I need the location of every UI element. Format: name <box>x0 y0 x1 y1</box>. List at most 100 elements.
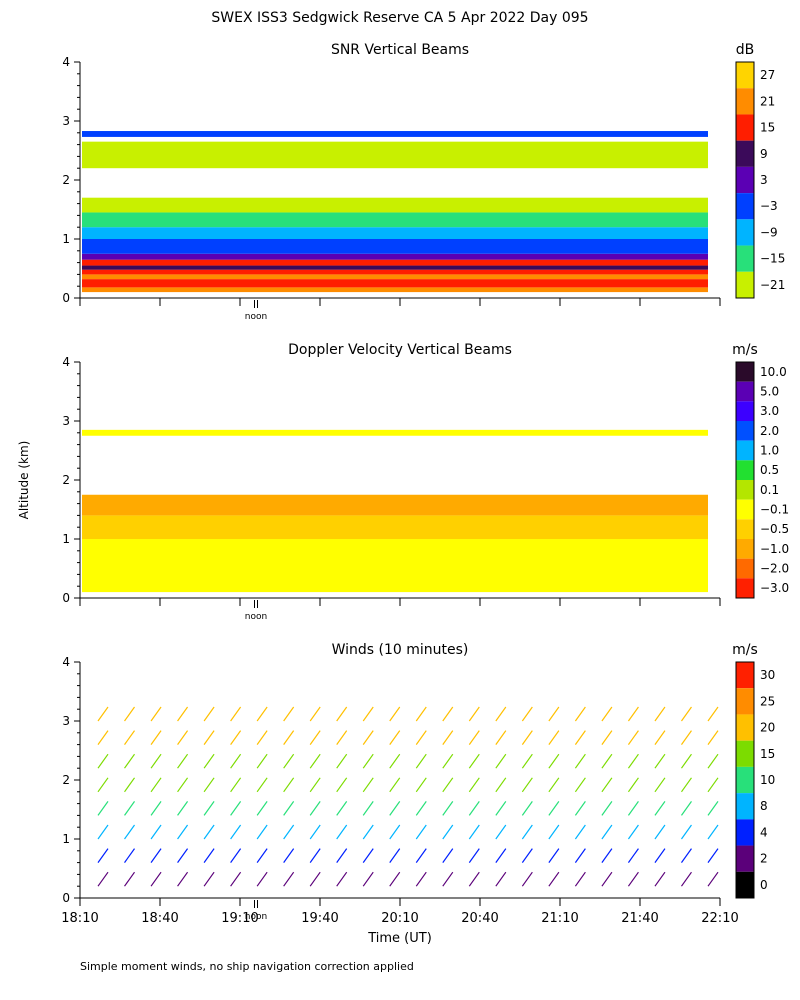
colorbar-swatch <box>736 219 754 246</box>
noon-label: noon <box>245 312 267 322</box>
panels: SNR Vertical Beams dB01234noon27211593−3−… <box>61 42 789 926</box>
wind-barb <box>654 730 666 745</box>
wind-barb <box>336 824 348 840</box>
colorbar-swatch <box>736 558 754 579</box>
wind-barb <box>680 801 692 816</box>
wind-barb <box>415 801 427 816</box>
y-tick-label: 0 <box>62 291 70 305</box>
y-tick-label: 3 <box>62 414 70 428</box>
colorbar-label: 27 <box>760 68 775 82</box>
wind-barb <box>654 706 666 722</box>
wind-barb <box>362 848 374 863</box>
wind-barb <box>362 753 374 769</box>
wind-barb <box>203 706 215 722</box>
wind-barb <box>680 730 692 745</box>
wind-barb <box>177 801 189 816</box>
wind-barb <box>230 777 242 793</box>
wind-barb <box>230 824 242 840</box>
footnote: Simple moment winds, no ship navigation … <box>80 960 414 973</box>
wind-barb <box>548 730 560 745</box>
heatmap-layer <box>82 274 708 280</box>
wind-barb <box>362 730 374 745</box>
heatmap-layer <box>82 141 708 169</box>
y-tick-label: 4 <box>62 655 70 669</box>
wind-barb <box>150 848 162 863</box>
colorbar-label: 25 <box>760 694 775 708</box>
wind-barb <box>654 801 666 816</box>
colorbar-swatch <box>736 460 754 480</box>
wind-barb <box>680 824 692 840</box>
wind-barb <box>654 871 666 887</box>
wind-barb <box>336 801 348 816</box>
y-tick-label: 4 <box>62 355 70 369</box>
wind-barb <box>124 801 136 816</box>
wind-barb <box>256 730 268 745</box>
wind-barb <box>256 753 268 769</box>
wind-barb <box>230 730 242 745</box>
wind-barb <box>707 753 719 769</box>
wind-barb <box>203 871 215 887</box>
wind-barb <box>177 777 189 793</box>
colorbar-swatch <box>736 421 754 441</box>
wind-barb <box>548 777 560 793</box>
panel-title: SNR Vertical Beams <box>331 42 469 58</box>
wind-barb <box>362 777 374 793</box>
wind-barb <box>389 730 401 745</box>
wind-barb <box>283 753 295 769</box>
wind-barb <box>521 824 533 840</box>
wind-barb <box>389 753 401 769</box>
colorbar-label: 10 <box>760 773 775 787</box>
wind-barb <box>495 801 507 816</box>
wind-barb <box>707 871 719 887</box>
wind-barb <box>97 730 109 745</box>
wind-barb <box>124 753 136 769</box>
wind-barb <box>707 777 719 793</box>
wind-barb <box>442 871 454 887</box>
panel-title: Doppler Velocity Vertical Beams <box>288 342 512 358</box>
wind-barb <box>442 753 454 769</box>
noon-label: noon <box>245 612 267 622</box>
wind-barb <box>283 824 295 840</box>
colorbar-swatch <box>736 578 754 598</box>
wind-barb <box>309 871 321 887</box>
wind-barb <box>442 801 454 816</box>
heatmap-layer <box>82 259 708 266</box>
wind-barb <box>442 824 454 840</box>
wind-barb <box>627 871 639 887</box>
wind-barb <box>574 706 586 722</box>
heatmap-layer <box>82 429 708 436</box>
wind-barb <box>468 706 480 722</box>
colorbar-swatch <box>736 88 754 115</box>
wind-barb <box>495 871 507 887</box>
x-tick-label: 21:10 <box>541 911 578 926</box>
wind-barb <box>177 753 189 769</box>
colorbar-swatch <box>736 480 754 500</box>
wind-barb <box>601 706 613 722</box>
wind-barb <box>601 824 613 840</box>
wind-barb <box>283 848 295 863</box>
wind-barb <box>124 871 136 887</box>
wind-barb <box>97 871 109 887</box>
heatmap-layer <box>82 539 708 593</box>
colorbar-label: 3 <box>760 173 768 187</box>
wind-barb <box>654 824 666 840</box>
heatmap-layer <box>82 253 708 260</box>
heatmap-layer <box>82 131 708 137</box>
wind-barb <box>627 753 639 769</box>
colorbar-swatch <box>736 114 754 141</box>
wind-barb <box>389 801 401 816</box>
wind-barb <box>336 871 348 887</box>
wind-barb <box>415 706 427 722</box>
wind-barb <box>442 777 454 793</box>
wind-barb <box>203 848 215 863</box>
wind-barb <box>415 777 427 793</box>
wind-barb <box>309 777 321 793</box>
wind-barb <box>177 848 189 863</box>
colorbar-swatch <box>736 381 754 402</box>
colorbar-label: −9 <box>760 225 778 239</box>
y-tick-label: 1 <box>62 832 70 846</box>
y-tick-label: 1 <box>62 232 70 246</box>
colorbar-label: 15 <box>760 121 775 135</box>
x-tick-label: 18:40 <box>141 911 178 926</box>
wind-barb <box>283 801 295 816</box>
